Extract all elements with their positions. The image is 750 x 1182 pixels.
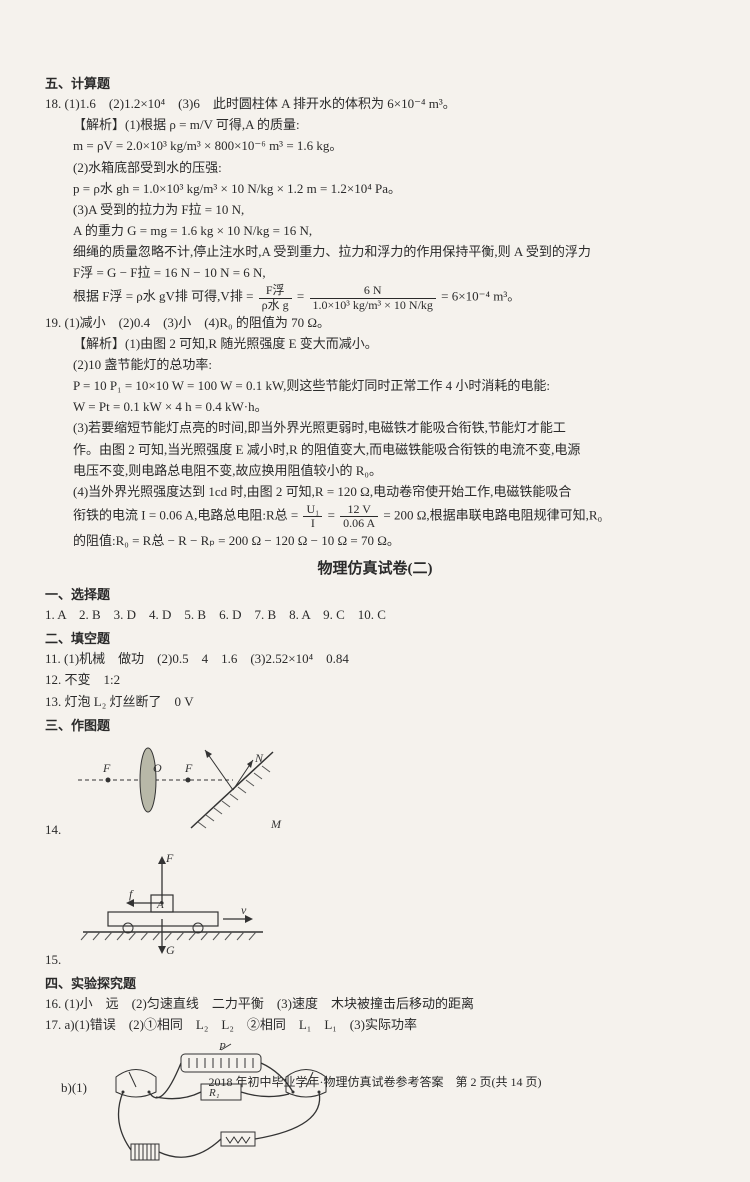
q18-frac2-num: 6 N	[310, 284, 436, 298]
circuit-diagram-icon: P R₁	[101, 1042, 341, 1172]
sec2-l12: 12. 不变 1:2	[45, 670, 705, 690]
q19-l7: 电压不变,则电路总电阻不变,故应换用阻值较小的 R₀。	[45, 461, 705, 481]
q19-frac2-den: 0.06 A	[340, 517, 378, 530]
svg-text:F: F	[184, 761, 193, 775]
sec1-answers: 1. A 2. B 3. D 4. D 5. B 6. D 7. B 8. A …	[45, 605, 705, 625]
section-5-heading: 五、计算题	[45, 74, 705, 94]
svg-text:P: P	[218, 1042, 226, 1053]
q14-label: 14.	[45, 820, 73, 840]
q18-l5: (3)A 受到的拉力为 F拉 = 10 N,	[45, 200, 705, 220]
svg-text:F: F	[165, 851, 174, 865]
sec4-l16: 16. (1)小 远 (2)匀速直线 二力平衡 (3)速度 木块被撞击后移动的距…	[45, 994, 705, 1014]
q18-l8: F浮 = G − F拉 = 16 N − 10 N = 6 N,	[45, 263, 705, 283]
q18-frac2-den: 1.0×10³ kg/m³ × 10 N/kg	[310, 299, 436, 312]
svg-text:O: O	[153, 761, 162, 775]
q19-l9c: = 200 Ω,根据串联电路电阻规律可知,R₀	[383, 508, 602, 523]
q19-l6: 作。由图 2 可知,当光照强度 E 减小时,R 的阻值变大,而电磁铁能吸合衔铁的…	[45, 440, 705, 460]
q18-frac1-num: F浮	[259, 284, 292, 298]
q19-l2: (2)10 盏节能灯的总功率:	[45, 355, 705, 375]
q19-frac1-den: I	[303, 517, 322, 530]
sec3-heading: 三、作图题	[45, 716, 705, 736]
q19-l9b: =	[328, 508, 339, 523]
svg-text:f: f	[129, 887, 134, 901]
q19-l3: P = 10 P₁ = 10×10 W = 100 W = 0.1 kW,则这些…	[45, 376, 705, 396]
sec4-l17: 17. a)(1)错误 (2)①相同 L₂ L₂ ②相同 L₁ L₁ (3)实际…	[45, 1015, 705, 1035]
sec2-l13: 13. 灯泡 L₂ 灯丝断了 0 V	[45, 692, 705, 712]
q18-frac1: F浮 ρ水 g	[259, 284, 292, 311]
svg-text:G: G	[166, 943, 175, 957]
q19-l1: 【解析】(1)由图 2 可知,R 随光照强度 E 变大而减小。	[45, 334, 705, 354]
page-footer: 2018 年初中毕业学年·物理仿真试卷参考答案 第 2 页(共 14 页)	[0, 1073, 750, 1092]
q19-l9: 衔铁的电流 I = 0.06 A,电路总电阻:R总 = U₁ I = 12 V …	[45, 503, 705, 530]
q18-head: 18. (1)1.6 (2)1.2×10⁴ (3)6 此时圆柱体 A 排开水的体…	[45, 94, 705, 114]
q18-frac2: 6 N 1.0×10³ kg/m³ × 10 N/kg	[310, 284, 436, 311]
lens-mirror-diagram-icon: F O F N M	[73, 740, 303, 830]
q19-frac2: 12 V 0.06 A	[340, 503, 378, 530]
q18-frac1-den: ρ水 g	[259, 299, 292, 312]
q18-l4: p = ρ水 gh = 1.0×10³ kg/m³ × 10 N/kg × 1.…	[45, 179, 705, 199]
q19-l9a: 衔铁的电流 I = 0.06 A,电路总电阻:R总 =	[73, 508, 301, 523]
sec4-heading: 四、实验探究题	[45, 974, 705, 994]
q19-l4: W = Pt = 0.1 kW × 4 h = 0.4 kW·h。	[45, 397, 705, 417]
svg-text:A: A	[156, 899, 164, 911]
sec2-heading: 二、填空题	[45, 629, 705, 649]
q19-l8: (4)当外界光照强度达到 1cd 时,由图 2 可知,R = 120 Ω,电动卷…	[45, 482, 705, 502]
q18-l9: 根据 F浮 = ρ水 gV排 可得,V排 = F浮 ρ水 g = 6 N 1.0…	[45, 284, 705, 311]
q18-l3: (2)水箱底部受到水的压强:	[45, 158, 705, 178]
q15-label: 15.	[45, 950, 73, 970]
q18-l9a: 根据 F浮 = ρ水 gV排 可得,V排 =	[73, 289, 257, 304]
q19-head: 19. (1)减小 (2)0.4 (3)小 (4)R₀ 的阻值为 70 Ω。	[45, 313, 705, 333]
diagram-14: F O F N M	[73, 740, 303, 836]
sec2-l11: 11. (1)机械 做功 (2)0.5 4 1.6 (3)2.52×10⁴ 0.…	[45, 649, 705, 669]
svg-text:F: F	[102, 761, 111, 775]
q19-frac1: U₁ I	[303, 503, 322, 530]
q19-frac2-num: 12 V	[340, 503, 378, 517]
q18-l7: 细绳的质量忽略不计,停止注水时,A 受到重力、拉力和浮力的作用保持平衡,则 A …	[45, 242, 705, 262]
q18-l9c: = 6×10⁻⁴ m³。	[441, 289, 520, 304]
svg-text:N: N	[254, 751, 264, 765]
diagram-15: A F f G v	[73, 850, 273, 966]
q18-l1: 【解析】(1)根据 ρ = m/V 可得,A 的质量:	[45, 115, 705, 135]
svg-text:M: M	[270, 817, 282, 830]
q18-l6: A 的重力 G = mg = 1.6 kg × 10 N/kg = 16 N,	[45, 221, 705, 241]
force-diagram-icon: A F f G v	[73, 850, 273, 960]
paper2-title: 物理仿真试卷(二)	[45, 558, 705, 581]
q19-l5: (3)若要缩短节能灯点亮的时间,即当外界光照更弱时,电磁铁才能吸合衔铁,节能灯才…	[45, 418, 705, 438]
q18-l2: m = ρV = 2.0×10³ kg/m³ × 800×10⁻⁶ m³ = 1…	[45, 136, 705, 156]
svg-text:v: v	[241, 903, 247, 917]
q19-l10: 的阻值:R₀ = R总 − R − Rₚ = 200 Ω − 120 Ω − 1…	[45, 531, 705, 551]
q19-frac1-num: U₁	[303, 503, 322, 517]
diagram-17b: P R₁	[101, 1042, 341, 1178]
sec1-heading: 一、选择题	[45, 585, 705, 605]
q18-l9b: =	[297, 289, 308, 304]
